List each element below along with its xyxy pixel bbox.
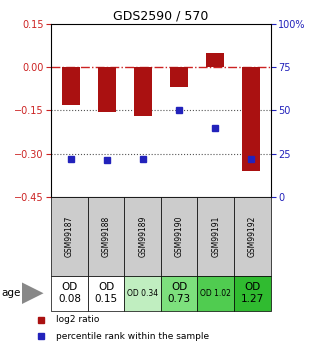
Text: GSM99192: GSM99192	[248, 216, 257, 257]
Bar	[134, 67, 152, 116]
Text: GSM99191: GSM99191	[211, 216, 220, 257]
Bar	[234, 197, 271, 276]
Text: OD
1.27: OD 1.27	[241, 283, 264, 304]
Text: GSM99190: GSM99190	[175, 216, 184, 257]
Bar	[197, 197, 234, 276]
Bar	[170, 67, 188, 87]
Text: GSM99187: GSM99187	[65, 216, 74, 257]
Bar	[197, 276, 234, 310]
Text: age: age	[2, 288, 21, 298]
Text: OD
0.08: OD 0.08	[58, 283, 81, 304]
Bar	[124, 197, 161, 276]
Bar	[161, 276, 197, 310]
Bar	[206, 53, 224, 67]
Bar	[161, 197, 197, 276]
Bar	[51, 197, 88, 276]
Title: GDS2590 / 570: GDS2590 / 570	[113, 10, 209, 23]
Text: OD
0.15: OD 0.15	[95, 283, 118, 304]
Bar	[62, 67, 80, 105]
Bar	[88, 197, 124, 276]
Polygon shape	[22, 282, 44, 304]
Text: GSM99189: GSM99189	[138, 216, 147, 257]
Text: OD 0.34: OD 0.34	[127, 289, 158, 298]
Bar	[242, 67, 260, 171]
Bar	[124, 276, 161, 310]
Bar	[98, 67, 116, 112]
Text: percentile rank within the sample: percentile rank within the sample	[56, 332, 209, 341]
Text: OD
0.73: OD 0.73	[168, 283, 191, 304]
Text: GSM99188: GSM99188	[102, 216, 111, 257]
Text: log2 ratio: log2 ratio	[56, 315, 99, 324]
Bar	[51, 276, 88, 310]
Bar	[88, 276, 124, 310]
Text: OD 1.02: OD 1.02	[200, 289, 231, 298]
Bar	[234, 276, 271, 310]
